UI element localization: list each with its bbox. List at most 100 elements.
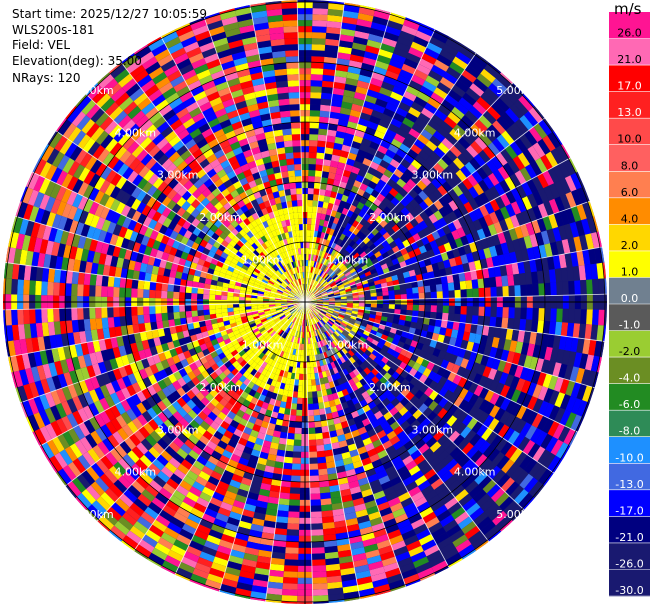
range-gate <box>275 522 288 530</box>
range-gate <box>77 235 87 249</box>
range-gate <box>387 64 402 75</box>
range-gate <box>374 345 382 353</box>
range-gate <box>338 285 345 290</box>
range-gate <box>192 429 203 440</box>
range-gate <box>339 349 346 357</box>
range-gate <box>453 157 465 170</box>
range-gate <box>349 171 358 180</box>
range-gate <box>267 358 274 366</box>
range-gate <box>330 249 337 256</box>
range-gate <box>340 294 347 298</box>
range-gate <box>308 158 317 165</box>
range-gate <box>525 164 537 179</box>
range-gate <box>323 266 329 273</box>
range-gate <box>416 180 427 191</box>
range-gate <box>347 276 354 282</box>
range-gate <box>565 191 577 208</box>
range-gate <box>561 239 571 254</box>
range-gate <box>259 345 266 353</box>
range-gate <box>406 293 413 300</box>
range-gate <box>397 36 413 47</box>
range-gate <box>272 374 279 382</box>
range-gate <box>147 418 159 431</box>
range-gate <box>230 349 239 357</box>
range-gate <box>390 91 404 102</box>
range-gate <box>371 349 380 357</box>
range-gate <box>88 389 100 403</box>
range-gate <box>437 487 452 500</box>
range-gate <box>452 346 461 357</box>
range-gate <box>354 92 367 101</box>
range-gate <box>95 274 103 286</box>
range-gate <box>313 230 319 238</box>
range-gate <box>167 522 182 534</box>
range-gate <box>344 83 357 92</box>
range-gate <box>10 232 20 249</box>
range-gate <box>44 407 56 424</box>
range-gate <box>177 377 187 387</box>
range-gate <box>505 263 514 276</box>
range-gate <box>281 296 288 299</box>
range-gate <box>326 312 333 317</box>
range-gate <box>227 331 235 339</box>
range-gate <box>50 390 62 406</box>
range-gate <box>35 322 44 338</box>
range-gate <box>258 311 265 316</box>
range-gate <box>275 299 282 302</box>
range-gate <box>69 370 79 385</box>
range-gate <box>209 309 216 315</box>
range-gate <box>369 141 380 151</box>
range-gate <box>514 170 527 185</box>
range-gate <box>361 391 370 400</box>
range-gate <box>312 206 318 213</box>
range-gate <box>452 56 469 70</box>
range-gate <box>364 94 378 104</box>
range-gate <box>359 325 366 331</box>
range-gate <box>324 449 334 457</box>
range-gate <box>92 340 101 353</box>
range-gate <box>309 272 312 279</box>
range-gate <box>215 308 222 314</box>
range-gate <box>343 188 351 197</box>
range-gate <box>71 319 79 333</box>
range-gate <box>405 481 418 492</box>
range-gate <box>165 261 173 270</box>
range-gate <box>118 366 128 378</box>
range-gate <box>320 420 328 427</box>
range-gate <box>404 258 413 266</box>
range-gate <box>531 271 539 285</box>
range-gate <box>286 334 292 341</box>
range-gate <box>554 268 563 283</box>
range-gate <box>392 85 406 97</box>
range-gate <box>350 315 357 320</box>
range-gate <box>509 251 518 264</box>
range-gate <box>478 179 490 193</box>
range-gate <box>370 211 379 220</box>
range-gate <box>490 101 506 117</box>
range-gate <box>97 441 110 456</box>
range-gate <box>471 535 488 550</box>
range-gate <box>270 360 277 367</box>
range-gate <box>254 281 261 286</box>
range-gate <box>141 534 158 548</box>
range-gate <box>157 352 167 362</box>
range-gate <box>246 365 254 374</box>
range-gate <box>465 233 475 244</box>
range-gate <box>466 252 475 263</box>
range-gate <box>427 249 436 258</box>
range-gate <box>358 303 365 307</box>
range-gate <box>340 567 356 576</box>
range-gate <box>182 475 196 487</box>
range-gate <box>383 31 400 42</box>
range-gate <box>358 587 375 597</box>
range-gate <box>54 360 64 376</box>
range-gate <box>19 369 29 386</box>
range-gate <box>570 172 583 190</box>
range-gate <box>353 160 363 169</box>
range-gate <box>59 449 73 466</box>
range-gate <box>221 312 229 318</box>
range-gate <box>489 380 499 393</box>
range-gate <box>373 490 386 500</box>
range-gate <box>408 486 421 498</box>
range-gate <box>41 442 55 459</box>
